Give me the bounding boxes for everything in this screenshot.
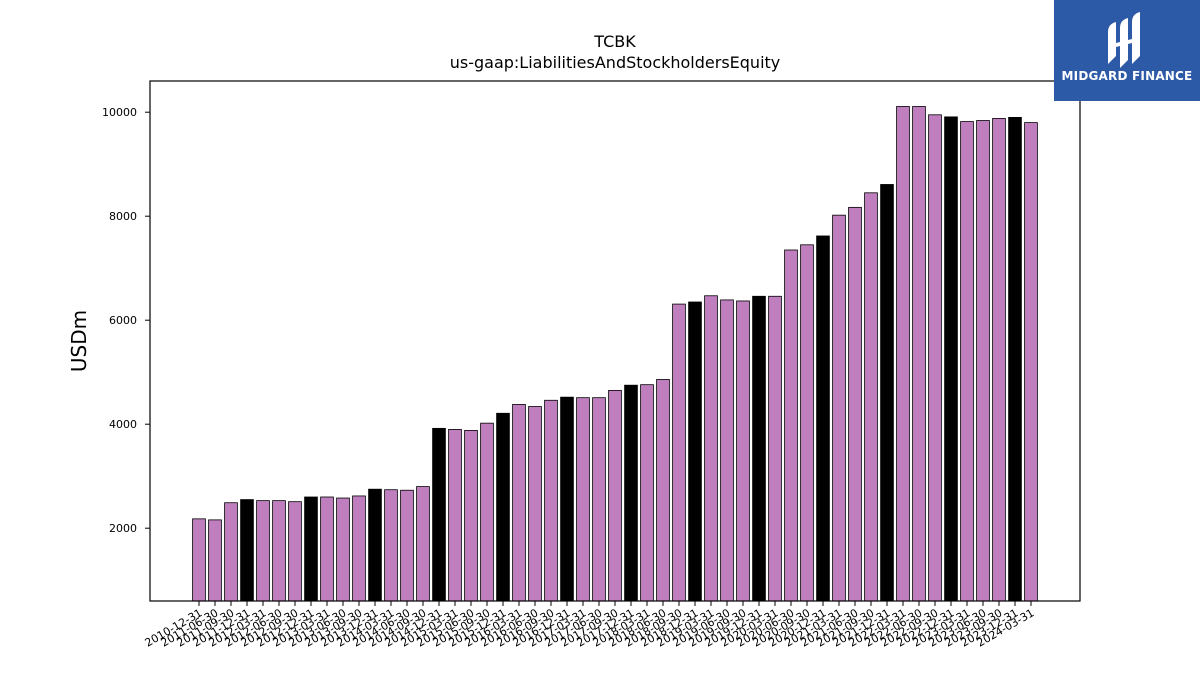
- y-tick-label: 2000: [109, 522, 137, 535]
- bar: [688, 301, 702, 602]
- bar: [592, 397, 606, 602]
- bar: [400, 489, 414, 602]
- bar: [816, 235, 830, 602]
- bar: [736, 300, 750, 602]
- bar: [1008, 117, 1022, 602]
- bar: [224, 502, 238, 602]
- bar: [992, 118, 1006, 602]
- bar: [368, 488, 382, 602]
- bar: [208, 519, 222, 602]
- bar: [896, 106, 910, 602]
- bar: [416, 486, 430, 602]
- bar: [384, 489, 398, 602]
- bar: [800, 244, 814, 602]
- bar: [256, 500, 270, 602]
- bar: [912, 106, 926, 602]
- bar: [240, 499, 254, 602]
- y-tick-label: 8000: [109, 210, 137, 223]
- midgard-logo-icon: [1108, 12, 1140, 68]
- bar: [432, 427, 446, 602]
- y-tick-label: 10000: [102, 106, 137, 119]
- bar: [704, 295, 718, 602]
- bar: [576, 397, 590, 602]
- bar: [832, 214, 846, 602]
- logo-text: MIDGARD FINANCE: [1061, 69, 1193, 83]
- bar: [784, 249, 798, 602]
- bar: [560, 396, 574, 602]
- bar: [752, 295, 766, 602]
- bar: [544, 399, 558, 602]
- bar: [192, 518, 206, 602]
- bar: [528, 406, 542, 602]
- bar: [880, 184, 894, 602]
- bar: [304, 496, 318, 602]
- y-tick-label: 4000: [109, 418, 137, 431]
- bar: [656, 379, 670, 602]
- bar: [320, 496, 334, 602]
- bar: [672, 303, 686, 602]
- bar: [944, 116, 958, 602]
- bar: [288, 501, 302, 602]
- bar: [496, 412, 510, 602]
- bar: [720, 299, 734, 602]
- bar: [624, 384, 638, 602]
- bar: [608, 389, 622, 602]
- bar: [480, 422, 494, 602]
- bar: [848, 206, 862, 602]
- y-axis-label: USDm: [67, 310, 91, 372]
- chart-title: TCBK: [594, 32, 636, 51]
- bar: [272, 500, 286, 602]
- bar: [448, 428, 462, 602]
- midgard-logo: MIDGARD FINANCE: [1054, 0, 1200, 101]
- bar: [768, 295, 782, 602]
- bar: [960, 121, 974, 602]
- bar: [464, 430, 478, 602]
- bar: [336, 497, 350, 602]
- bar: [976, 120, 990, 602]
- bar: [928, 114, 942, 602]
- bar: [640, 384, 654, 602]
- bar: [352, 495, 366, 602]
- chart-subtitle: us-gaap:LiabilitiesAndStockholdersEquity: [449, 53, 781, 72]
- bar: [864, 192, 878, 602]
- y-tick-label: 6000: [109, 314, 137, 327]
- bar: [512, 404, 526, 602]
- bar: [1024, 122, 1038, 602]
